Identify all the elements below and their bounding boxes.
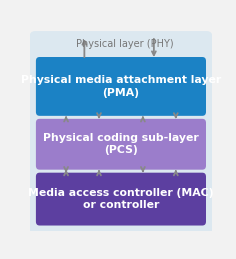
Text: Physical coding sub-layer
(PCS): Physical coding sub-layer (PCS) [43, 133, 199, 155]
FancyBboxPatch shape [30, 31, 212, 234]
Text: Physical media attachment layer
(PMA): Physical media attachment layer (PMA) [21, 75, 221, 98]
FancyBboxPatch shape [36, 173, 206, 226]
FancyBboxPatch shape [36, 57, 206, 116]
Text: Physical layer (PHY): Physical layer (PHY) [76, 39, 173, 49]
FancyBboxPatch shape [36, 119, 206, 170]
Text: Media access controller (MAC)
or controller: Media access controller (MAC) or control… [28, 188, 214, 210]
